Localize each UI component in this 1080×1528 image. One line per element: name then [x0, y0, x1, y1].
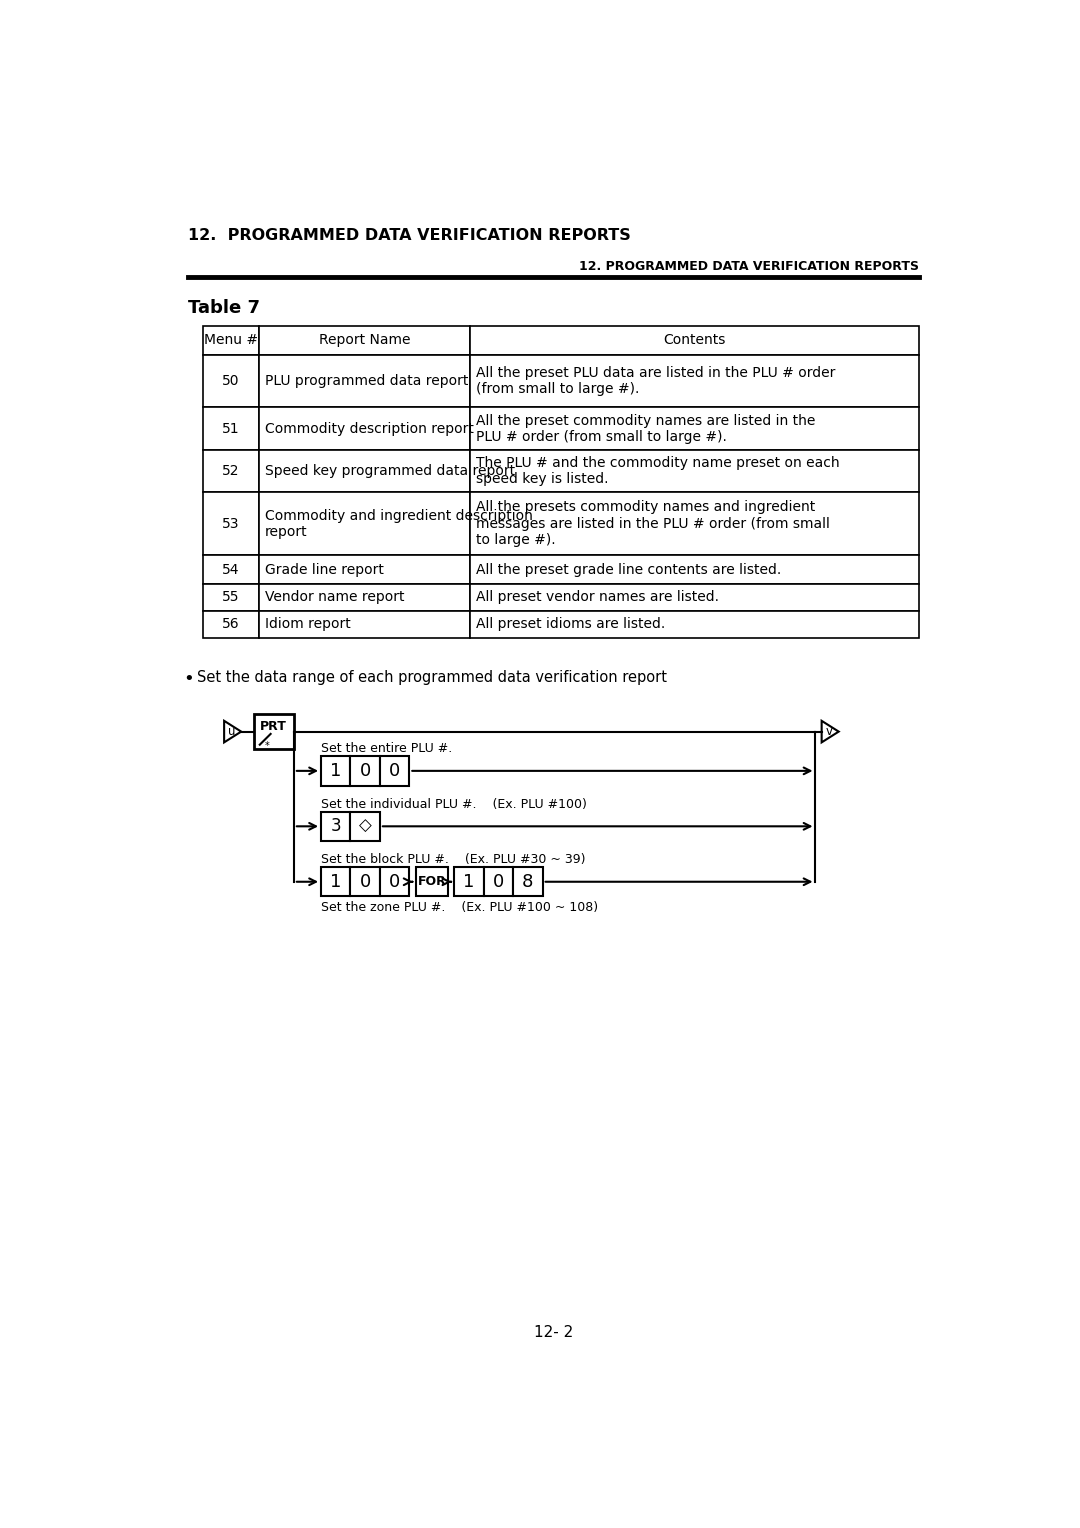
- Bar: [259, 555, 470, 584]
- Text: 8: 8: [523, 872, 534, 891]
- Bar: [259, 492, 470, 555]
- Text: Commodity and ingredient description
report: Commodity and ingredient description rep…: [266, 509, 534, 539]
- Bar: [470, 584, 919, 611]
- Text: The PLU # and the commodity name preset on each
speed key is listed.: The PLU # and the commodity name preset …: [476, 455, 839, 486]
- Bar: [470, 555, 919, 584]
- Bar: [416, 866, 448, 897]
- Text: Set the individual PLU #.    (Ex. PLU #100): Set the individual PLU #. (Ex. PLU #100): [321, 798, 586, 811]
- Text: 12. PROGRAMMED DATA VERIFICATION REPORTS: 12. PROGRAMMED DATA VERIFICATION REPORTS: [579, 260, 919, 274]
- Bar: [380, 756, 409, 785]
- Bar: [484, 866, 513, 897]
- Text: Set the data range of each programmed data verification report: Set the data range of each programmed da…: [197, 669, 667, 685]
- Text: PRT: PRT: [260, 720, 287, 733]
- Text: All preset vendor names are listed.: All preset vendor names are listed.: [476, 590, 719, 604]
- Bar: [350, 756, 380, 785]
- Text: 51: 51: [222, 422, 240, 435]
- Text: Table 7: Table 7: [188, 299, 259, 316]
- Text: 50: 50: [222, 374, 240, 388]
- Text: 56: 56: [222, 617, 240, 631]
- Text: 53: 53: [222, 516, 240, 530]
- Text: Set the block PLU #.    (Ex. PLU #30 ~ 39): Set the block PLU #. (Ex. PLU #30 ~ 39): [321, 853, 585, 866]
- Text: 0: 0: [389, 872, 401, 891]
- Bar: [203, 354, 259, 408]
- Text: All the presets commodity names and ingredient
messages are listed in the PLU # : All the presets commodity names and ingr…: [476, 501, 829, 547]
- Text: All the preset PLU data are listed in the PLU # order
(from small to large #).: All the preset PLU data are listed in th…: [476, 367, 835, 396]
- Text: 0: 0: [389, 762, 401, 779]
- Bar: [203, 325, 259, 354]
- Bar: [203, 408, 259, 449]
- Bar: [254, 714, 294, 749]
- Text: 0: 0: [492, 872, 504, 891]
- Text: 0: 0: [360, 872, 370, 891]
- Text: 3: 3: [330, 817, 341, 836]
- Text: 12- 2: 12- 2: [534, 1325, 573, 1340]
- Bar: [203, 555, 259, 584]
- Bar: [321, 811, 350, 840]
- Bar: [203, 611, 259, 637]
- Bar: [455, 866, 484, 897]
- Text: v: v: [825, 726, 833, 738]
- Text: •: •: [183, 669, 193, 688]
- Text: Vendor name report: Vendor name report: [266, 590, 405, 604]
- Text: 0: 0: [360, 762, 370, 779]
- Text: Set the zone PLU #.    (Ex. PLU #100 ~ 108): Set the zone PLU #. (Ex. PLU #100 ~ 108): [321, 902, 598, 914]
- Text: 1: 1: [330, 762, 341, 779]
- Bar: [259, 584, 470, 611]
- Bar: [350, 866, 380, 897]
- Bar: [203, 584, 259, 611]
- Bar: [259, 611, 470, 637]
- Bar: [470, 354, 919, 408]
- Text: u: u: [228, 726, 235, 738]
- Bar: [470, 492, 919, 555]
- Text: Report Name: Report Name: [319, 333, 410, 347]
- Text: All the preset grade line contents are listed.: All the preset grade line contents are l…: [476, 562, 781, 576]
- Bar: [259, 408, 470, 449]
- Text: 55: 55: [222, 590, 240, 604]
- Text: 1: 1: [463, 872, 475, 891]
- Bar: [203, 492, 259, 555]
- Text: Idiom report: Idiom report: [266, 617, 351, 631]
- Text: All preset idioms are listed.: All preset idioms are listed.: [476, 617, 665, 631]
- Text: 54: 54: [222, 562, 240, 576]
- Bar: [321, 866, 350, 897]
- Bar: [259, 449, 470, 492]
- Bar: [380, 866, 409, 897]
- Text: Commodity description report: Commodity description report: [266, 422, 474, 435]
- Text: PLU programmed data report: PLU programmed data report: [266, 374, 469, 388]
- Text: Set the entire PLU #.: Set the entire PLU #.: [321, 743, 453, 755]
- Text: All the preset commodity names are listed in the
PLU # order (from small to larg: All the preset commodity names are liste…: [476, 414, 815, 443]
- Text: 52: 52: [222, 465, 240, 478]
- Text: FOR: FOR: [418, 876, 446, 888]
- Bar: [513, 866, 542, 897]
- Text: Contents: Contents: [663, 333, 726, 347]
- Bar: [321, 756, 350, 785]
- Bar: [470, 408, 919, 449]
- Bar: [350, 811, 380, 840]
- Bar: [470, 611, 919, 637]
- Bar: [259, 325, 470, 354]
- Text: Speed key programmed data report: Speed key programmed data report: [266, 465, 515, 478]
- Bar: [470, 449, 919, 492]
- Text: 1: 1: [330, 872, 341, 891]
- Text: *: *: [265, 741, 269, 752]
- Text: ◇: ◇: [359, 817, 372, 836]
- Bar: [259, 354, 470, 408]
- Bar: [470, 325, 919, 354]
- Text: Menu #: Menu #: [204, 333, 258, 347]
- Text: Grade line report: Grade line report: [266, 562, 384, 576]
- Bar: [203, 449, 259, 492]
- Text: 12.  PROGRAMMED DATA VERIFICATION REPORTS: 12. PROGRAMMED DATA VERIFICATION REPORTS: [188, 228, 631, 243]
